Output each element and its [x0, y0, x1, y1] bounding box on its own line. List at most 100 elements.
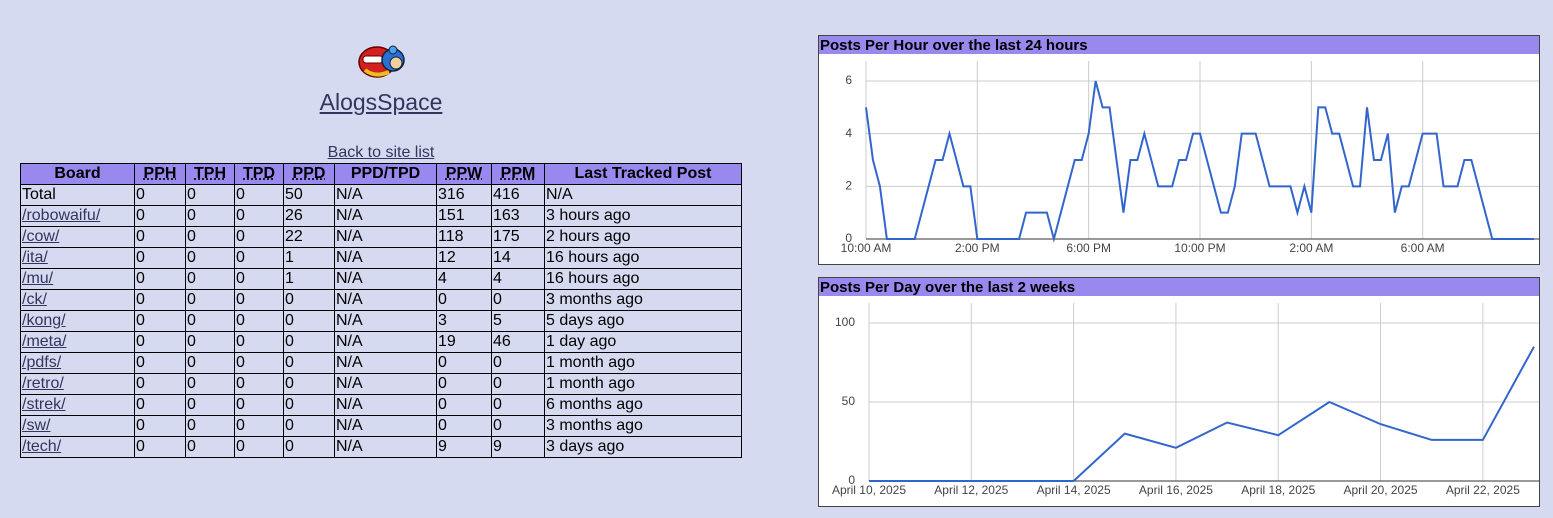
board-link[interactable]: /ita/ [22, 249, 48, 266]
table-cell: 6 months ago [544, 394, 742, 416]
column-label: Last Tracked Post [574, 165, 712, 182]
table-cell: /sw/ [20, 415, 135, 437]
table-cell: /kong/ [20, 310, 135, 332]
x-tick-label: 6:00 PM [1066, 241, 1111, 255]
back-link[interactable]: Back to site list [327, 144, 435, 161]
chart: Posts Per Day over the last 2 weeks April… [818, 277, 1540, 507]
table-cell: 0 [234, 205, 284, 227]
table-cell: 0 [134, 352, 186, 374]
table-cell: 0 [234, 226, 284, 248]
title-bar [819, 278, 1539, 296]
table-row: /strek/0 0 0 0 N/A 0 0 6 months ago [20, 394, 742, 416]
table-cell: 1 month ago [544, 373, 742, 395]
table-cell: 0 [283, 310, 335, 332]
table-cell: 3 [436, 310, 492, 332]
table-cell: 416 [491, 184, 545, 206]
table-cell: /retro/ [20, 373, 135, 395]
table-cell: 0 [283, 289, 335, 311]
table-cell: 0 [134, 436, 186, 458]
column-header: TPD [234, 163, 284, 185]
table-cell: 0 [436, 289, 492, 311]
table-cell: 3 days ago [544, 436, 742, 458]
logo [358, 45, 405, 78]
table-cell: 0 [134, 268, 186, 290]
board-link[interactable]: /cow/ [22, 228, 60, 245]
title-bar [819, 36, 1539, 54]
board-link[interactable]: /sw/ [22, 417, 51, 434]
column-header: TPH [185, 163, 235, 185]
chart: Posts Per Hour over the last 24 hours 10:… [818, 35, 1540, 265]
board-link[interactable]: /mu/ [22, 270, 54, 287]
table-cell: N/A [334, 373, 437, 395]
column-label: TPD [243, 165, 275, 182]
table-cell: N/A [334, 205, 437, 227]
table-cell: 0 [185, 289, 235, 311]
table-cell: Total [20, 184, 135, 206]
x-tick-label: April 22, 2025 [1446, 483, 1520, 497]
table-cell: 19 [436, 331, 492, 353]
table-cell: 9 [491, 436, 545, 458]
table-cell: 1 [283, 268, 335, 290]
board-link[interactable]: /tech/ [22, 438, 62, 455]
board-link[interactable]: /pdfs/ [22, 354, 62, 371]
chart-title: Posts Per Day over the last 2 weeks [820, 279, 1075, 296]
table-cell: 0 [234, 289, 284, 311]
table-cell: /tech/ [20, 436, 135, 458]
column-label: PPW [445, 165, 483, 182]
board-link[interactable]: /kong/ [22, 312, 66, 329]
x-tick-label: 10:00 AM [841, 241, 892, 255]
column-header: Board [20, 163, 135, 185]
table-cell: 4 [436, 268, 492, 290]
table-cell: 0 [283, 415, 335, 437]
table-cell: /robowaifu/ [20, 205, 135, 227]
table-cell: 5 days ago [544, 310, 742, 332]
table-cell: 0 [185, 226, 235, 248]
table-cell: 0 [185, 373, 235, 395]
column-label: PPM [500, 165, 536, 182]
table-row: /pdfs/0 0 0 0 N/A 0 0 1 month ago [20, 352, 742, 374]
x-tick-label: April 10, 2025 [832, 483, 906, 497]
table-cell: 3 months ago [544, 415, 742, 437]
table-cell: N/A [334, 268, 437, 290]
table-cell: 0 [134, 247, 186, 269]
table-cell: 0 [134, 205, 186, 227]
x-tick-label: April 12, 2025 [934, 483, 1008, 497]
table-cell: 1 day ago [544, 331, 742, 353]
table-cell: 0 [134, 394, 186, 416]
table-row: /retro/0 0 0 0 N/A 0 0 1 month ago [20, 373, 742, 395]
table-cell: N/A [334, 226, 437, 248]
table-cell: 0 [234, 394, 284, 416]
table-cell: /meta/ [20, 331, 135, 353]
x-tick-label: April 14, 2025 [1037, 483, 1111, 497]
table-row: /ck/0 0 0 0 N/A 0 0 3 months ago [20, 289, 742, 311]
board-link[interactable]: /strek/ [22, 396, 66, 413]
board-link[interactable]: /meta/ [22, 333, 67, 350]
table-row: /ita/0 0 0 1 N/A 12 14 16 hours ago [20, 247, 742, 269]
table-row: /meta/0 0 0 0 N/A 19 46 1 day ago [20, 331, 742, 353]
table-cell: 0 [134, 289, 186, 311]
back-wrap: Back to site list [281, 144, 481, 162]
table-cell: 0 [185, 184, 235, 206]
table-cell: 0 [134, 226, 186, 248]
table-cell: 0 [491, 352, 545, 374]
table-cell: 0 [234, 331, 284, 353]
site-title[interactable]: AlogsSpace [319, 89, 443, 115]
series-line [865, 80, 1534, 243]
table-cell: /pdfs/ [20, 352, 135, 374]
site-title-wrap: AlogsSpace [281, 89, 481, 116]
boards-table: Board PPH TPH TPD PPD PPD/TPD PPW PPM Last Track… [20, 163, 742, 458]
x-tick-label: 2:00 AM [1289, 241, 1333, 255]
table-cell: 0 [491, 289, 545, 311]
y-tick-label: 6 [845, 73, 852, 87]
table-cell: 0 [283, 436, 335, 458]
board-link[interactable]: /retro/ [22, 375, 64, 392]
table-cell: 175 [491, 226, 545, 248]
column-label: TPH [194, 165, 226, 182]
table-row: /cow/0 0 0 22 N/A 118 175 2 hours ago [20, 226, 742, 248]
table-cell: N/A [334, 184, 437, 206]
board-link[interactable]: /ck/ [22, 291, 47, 308]
table-cell: /ita/ [20, 247, 135, 269]
board-link[interactable]: /robowaifu/ [22, 207, 101, 224]
y-tick-label: 4 [845, 126, 852, 140]
